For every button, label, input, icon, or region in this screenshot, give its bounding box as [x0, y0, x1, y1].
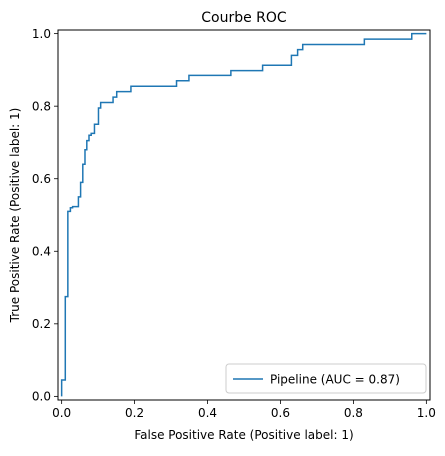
legend: Pipeline (AUC = 0.87) — [225, 363, 427, 394]
x-tick-label: 0.8 — [344, 406, 363, 420]
x-tick-label: 0.6 — [271, 406, 290, 420]
y-tick-label: 0.0 — [32, 390, 51, 404]
x-tick-label: 0.0 — [52, 406, 71, 420]
x-tick-label: 0.4 — [198, 406, 217, 420]
y-axis-label: True Positive Rate (Positive label: 1) — [8, 108, 22, 324]
x-axis-ticks: 0.0 0.2 0.4 0.6 0.8 1.0 — [52, 400, 436, 420]
y-tick-label: 0.8 — [32, 99, 51, 113]
legend-label: Pipeline (AUC = 0.87) — [270, 373, 400, 387]
y-tick-label: 1.0 — [32, 27, 51, 41]
y-tick-label: 0.4 — [32, 245, 51, 259]
plot-frame — [57, 29, 431, 401]
x-axis-label: False Positive Rate (Positive label: 1) — [134, 428, 353, 442]
chart-title: Courbe ROC — [201, 10, 287, 26]
roc-curve-0 — [60, 32, 427, 397]
x-tick-label: 0.2 — [125, 406, 144, 420]
y-tick-label: 0.2 — [32, 317, 51, 331]
plot-area: 0.0 0.2 0.4 0.6 0.8 1.0 0.0 0.2 0.4 0.6 0.8 1.0 — [32, 27, 436, 420]
y-tick-label: 0.6 — [32, 172, 51, 186]
y-axis-ticks: 0.0 0.2 0.4 0.6 0.8 1.0 — [32, 27, 58, 404]
x-tick-label: 1.0 — [417, 406, 436, 420]
roc-curve-layer — [60, 32, 427, 397]
legend-box — [225, 363, 427, 394]
